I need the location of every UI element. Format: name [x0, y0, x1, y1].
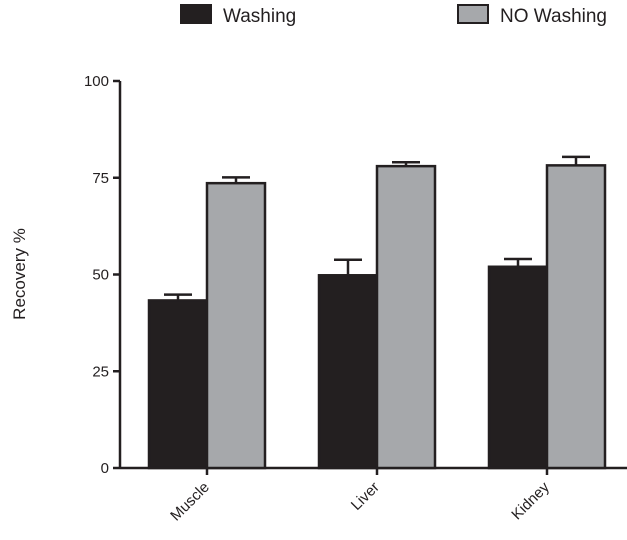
bars [147, 155, 607, 470]
x-axis: Muscle Liver Kidney [120, 466, 627, 525]
x-tick-label-liver: Liver [348, 479, 383, 514]
legend-label-washing: Washing [223, 6, 296, 27]
x-tick-label-muscle: Muscle [167, 479, 213, 525]
bar-kidney-no-washing [545, 164, 607, 470]
y-tick-label: 0 [101, 460, 109, 477]
legend-swatch-no-washing [457, 4, 489, 24]
bar-kidney-washing [487, 265, 549, 470]
bar-liver-washing [317, 274, 379, 470]
y-tick-label: 75 [92, 170, 109, 187]
legend: Washing NO Washing [180, 4, 607, 27]
bar-muscle-washing [147, 299, 209, 470]
legend-swatch-washing [180, 4, 212, 24]
y-axis: 0 25 50 75 100 [84, 73, 122, 477]
x-tick-label-kidney: Kidney [508, 478, 553, 523]
bar-liver-no-washing [375, 164, 437, 470]
legend-label-no-washing: NO Washing [500, 6, 607, 27]
y-axis-label: Recovery % [10, 228, 29, 320]
y-tick-label: 50 [92, 267, 109, 284]
y-tick-label: 25 [92, 363, 109, 380]
y-tick-label: 100 [84, 73, 109, 90]
bar-muscle-no-washing [205, 181, 267, 470]
